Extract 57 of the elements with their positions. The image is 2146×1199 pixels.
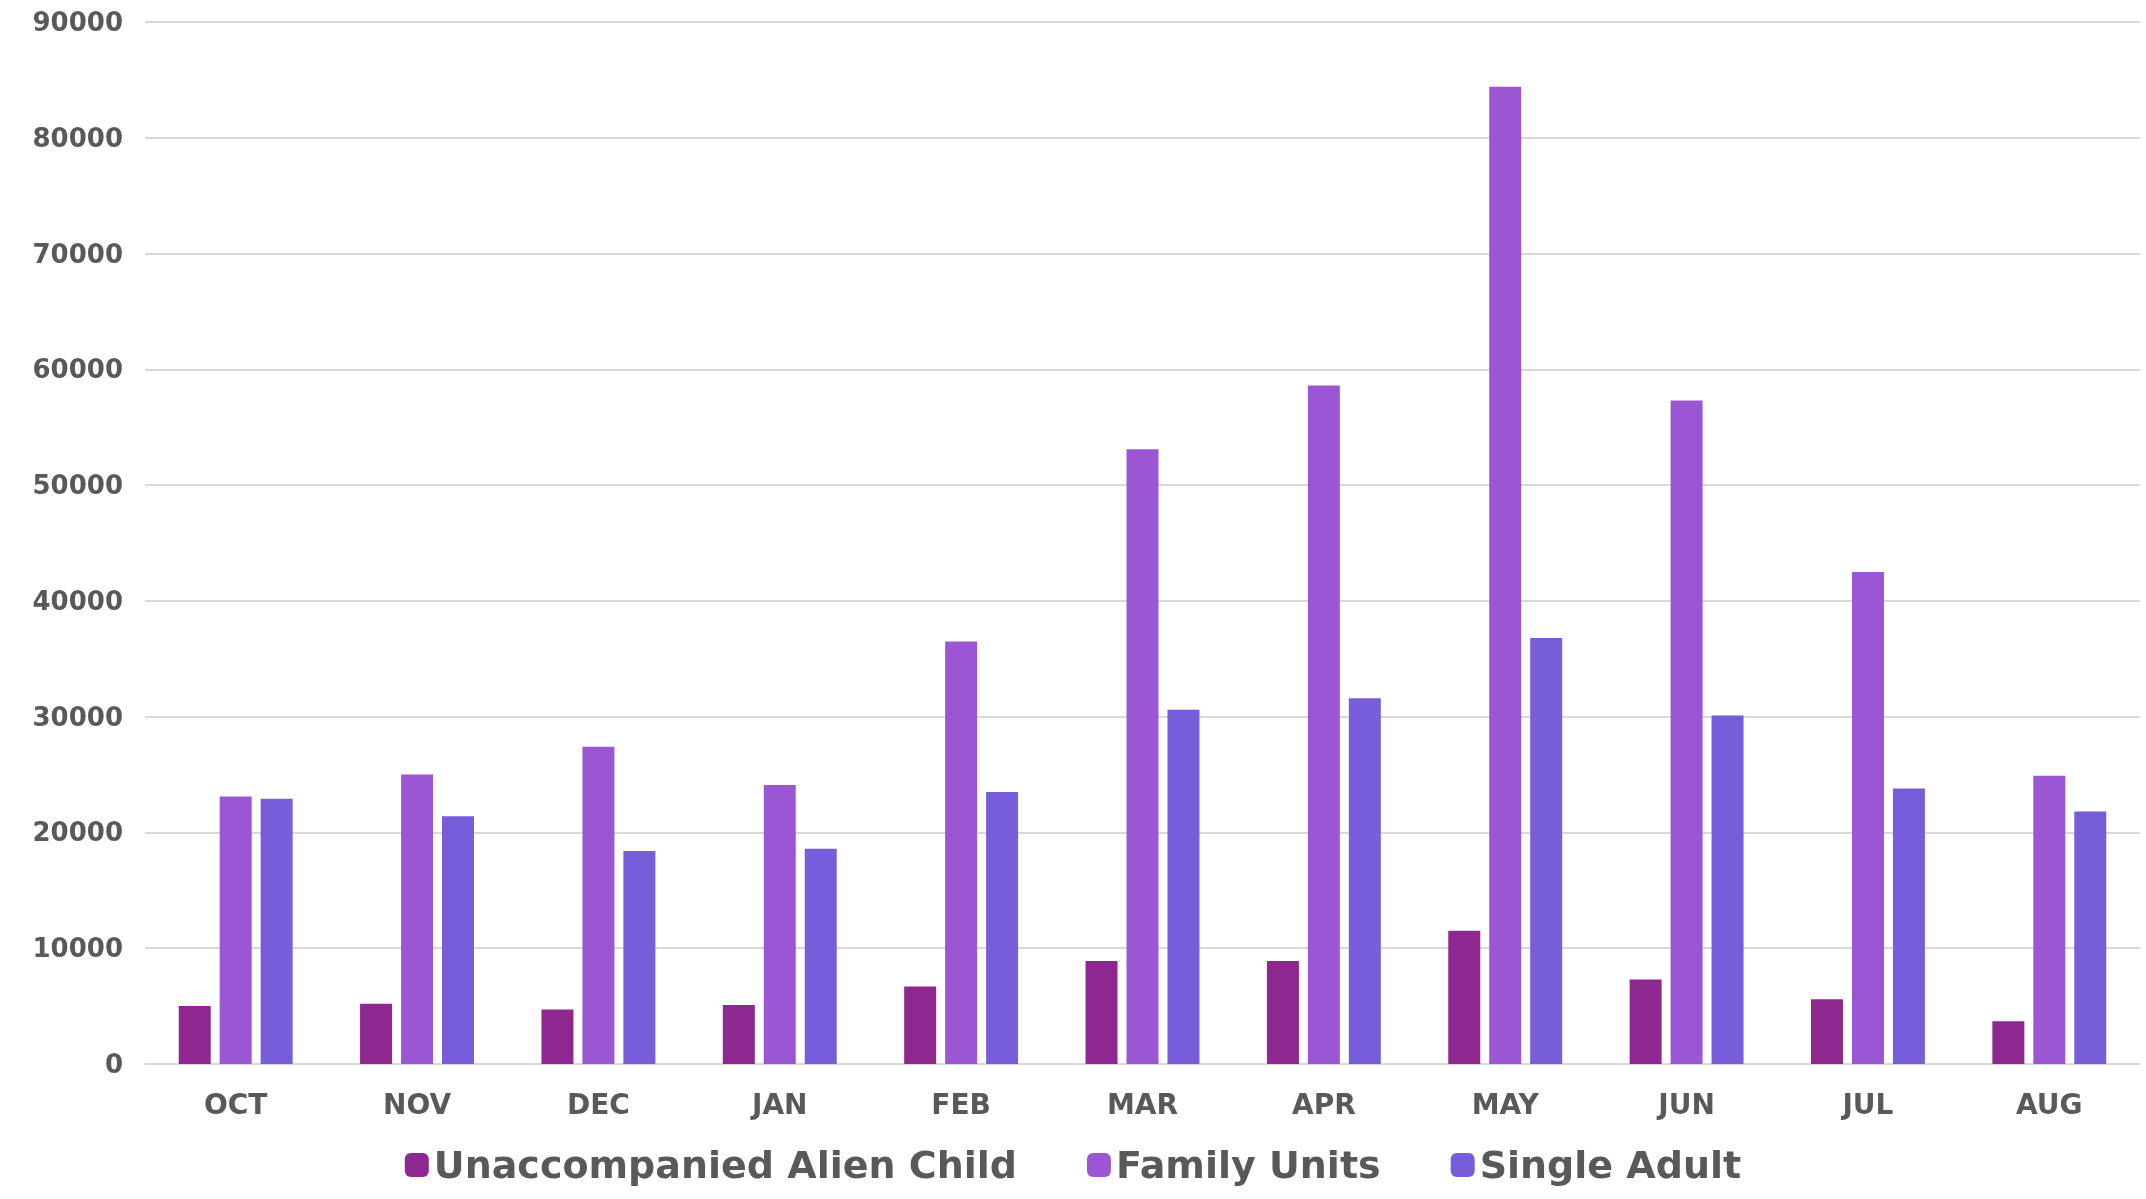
bar xyxy=(360,1003,393,1064)
y-tick-label: 10000 xyxy=(32,933,123,964)
bar xyxy=(2033,775,2066,1064)
bar xyxy=(219,796,252,1064)
y-tick-label: 60000 xyxy=(32,354,123,385)
bar xyxy=(1448,930,1481,1064)
bar xyxy=(1530,637,1563,1064)
y-tick-label: 90000 xyxy=(32,7,123,37)
bar xyxy=(1307,385,1340,1064)
bar xyxy=(541,1009,574,1064)
bar xyxy=(1126,449,1159,1064)
bar xyxy=(2074,811,2107,1064)
bar xyxy=(1266,960,1299,1064)
bar xyxy=(763,784,796,1064)
y-tick-label: 40000 xyxy=(32,585,123,616)
bar xyxy=(1851,571,1884,1064)
bar xyxy=(582,746,615,1064)
bar xyxy=(986,791,1019,1064)
y-tick-label: 30000 xyxy=(32,701,123,732)
legend-label: Family Units xyxy=(1115,1143,1381,1187)
legend-label: Unaccompanied Alien Child xyxy=(433,1143,1017,1187)
bar xyxy=(1810,999,1843,1064)
x-tick-label: JAN xyxy=(750,1087,808,1121)
bar xyxy=(722,1004,755,1064)
bar xyxy=(1629,979,1662,1064)
legend-label: Single Adult xyxy=(1479,1143,1742,1187)
x-tick-label: NOV xyxy=(382,1087,452,1121)
bar xyxy=(401,774,434,1064)
bar xyxy=(1992,1021,2025,1064)
y-tick-label: 70000 xyxy=(32,238,123,269)
x-tick-label: MAY xyxy=(1471,1087,1540,1121)
bar xyxy=(1085,960,1118,1064)
bar xyxy=(804,848,837,1064)
bar xyxy=(442,816,475,1064)
x-tick-label: DEC xyxy=(566,1087,630,1121)
x-tick-label: APR xyxy=(1291,1087,1356,1121)
x-tick-label: JUL xyxy=(1840,1087,1894,1121)
bar xyxy=(1348,698,1381,1064)
y-tick-label: 0 xyxy=(104,1049,123,1079)
bar xyxy=(623,850,656,1064)
x-tick-label: FEB xyxy=(931,1087,991,1121)
bar xyxy=(945,641,978,1064)
bar xyxy=(260,798,293,1064)
y-tick-label: 20000 xyxy=(32,817,123,848)
x-tick-label: MAR xyxy=(1106,1087,1179,1121)
y-tick-label: 80000 xyxy=(32,122,123,153)
x-tick-label: JUN xyxy=(1656,1087,1715,1121)
x-tick-label: OCT xyxy=(203,1087,268,1121)
bar xyxy=(904,986,937,1064)
bar xyxy=(178,1006,211,1064)
bar xyxy=(1892,788,1925,1064)
bar xyxy=(1711,715,1744,1064)
x-tick-label: AUG xyxy=(2016,1087,2083,1121)
bar xyxy=(1489,86,1522,1064)
bar xyxy=(1670,400,1703,1064)
bar xyxy=(1167,709,1200,1064)
y-tick-label: 50000 xyxy=(32,470,123,501)
